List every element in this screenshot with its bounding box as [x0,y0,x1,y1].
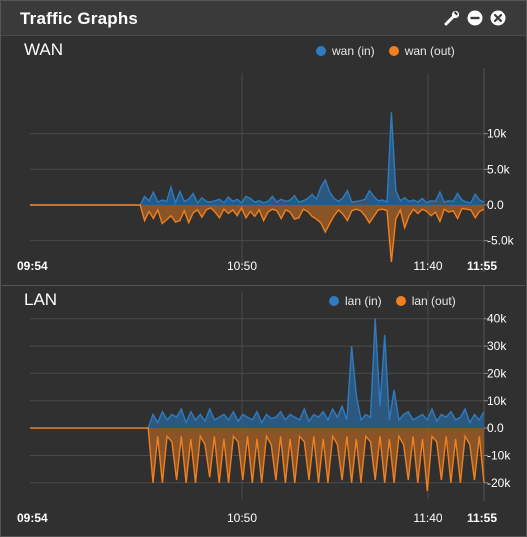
graph-title: WAN [24,40,64,59]
legend-dot-out [395,296,406,306]
widget-header: Traffic Graphs [1,1,526,36]
series-area-in [30,112,484,205]
legend-label-out[interactable]: wan (out) [404,44,455,58]
minimize-icon[interactable] [467,10,483,26]
x-tick-label: 11:55 [467,259,497,273]
series-line-out [30,427,485,492]
y-tick-label: 10k [487,394,507,408]
legend-label-in[interactable]: lan (in) [345,294,382,308]
x-tick-label: 09:54 [17,259,48,273]
legend-label-out[interactable]: lan (out) [411,294,456,308]
series-area-out [30,204,484,262]
wan-graph-panel: WAN wan (in) wan (out) 10k 5.0k 0.0 -5.0k 09… [2,36,525,280]
lan-chart: 40k 30k 20k 10k 0.0 -10k -20k 09:54 10:50 11:40 11… [17,286,511,525]
x-tick-label: 10:50 [227,259,257,273]
x-tick-label: 11:55 [467,511,497,525]
y-tick-label: -5.0k [487,234,515,248]
series-line-out [30,204,485,263]
x-tick-label: 11:40 [413,511,442,525]
graph-title: LAN [24,290,58,309]
y-tick-label: 5.0k [487,162,511,176]
close-icon[interactable] [490,10,506,26]
legend-dot-out [388,46,399,56]
legend-dot-in [329,296,339,306]
y-tick-label: 10k [487,127,507,141]
y-tick-label: 0.0 [487,198,504,212]
legend-label-in[interactable]: wan (in) [332,44,375,58]
y-tick-label: 0.0 [487,421,504,435]
y-tick-label: 30k [487,339,507,353]
legend: wan (in) wan (out) [316,44,455,58]
x-tick-label: 10:50 [227,511,257,525]
y-tick-label: -10k [487,448,511,462]
y-tick-label: 20k [487,366,507,380]
series-area-out [30,428,484,491]
x-tick-label: 11:40 [413,259,442,273]
widget-title: Traffic Graphs [20,9,139,28]
series-line-in [30,112,485,206]
y-tick-label: -20k [487,476,511,490]
legend: lan (in) lan (out) [329,294,456,308]
x-tick-label: 09:54 [17,511,48,525]
lan-graph-panel: LAN lan (in) lan (out) 40k 30k 20k 10k 0.0 -1… [2,285,525,536]
y-tick-label: 40k [487,312,507,326]
wan-chart: 10k 5.0k 0.0 -5.0k 09:54 10:50 11:40 11:55 [17,68,515,273]
legend-dot-in [316,46,326,56]
wrench-icon[interactable] [444,10,460,26]
